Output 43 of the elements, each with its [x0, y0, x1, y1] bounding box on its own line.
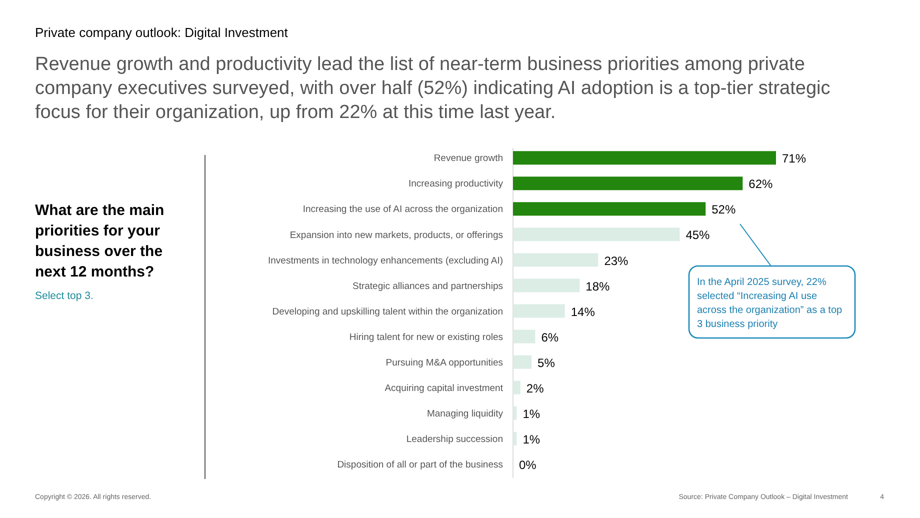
bar: [513, 151, 776, 165]
y-tick-label: Disposition of all or part of the business: [337, 459, 504, 470]
data-label: 62%: [748, 177, 774, 192]
data-label: 2%: [526, 381, 544, 396]
text: What are the main priorities for your business over the next 12 months?: [35, 202, 164, 280]
bar: [513, 432, 517, 446]
bar: [513, 406, 517, 420]
y-tick-label: Expansion into new markets, products, or offerings: [290, 230, 504, 241]
data-label: 45%: [686, 228, 710, 242]
y-tick-label: Acquiring capital investment: [384, 382, 504, 394]
y-tick-label: Increasing productivity: [408, 178, 504, 190]
y-tick-label: Pursuing M&A opportunities: [386, 357, 504, 368]
data-label: 0%: [519, 458, 537, 472]
text: Select top 3.: [35, 290, 94, 302]
bar: [513, 228, 680, 242]
y-tick-label: Developing and upskilling talent within the organization: [272, 306, 503, 318]
y-tick-label: Strategic alliances and partnerships: [352, 280, 504, 292]
bar: [513, 202, 706, 216]
data-label: 14%: [570, 304, 596, 319]
text: Private company outlook: Digital Investment: [35, 25, 288, 40]
chart-subtitle: Revenue growth and productivity lead the list of near-term business priorities among private company executives surveyed, with over half (52%) indicating AI adoption is a top-tier strategic focus for their organization, up from 22% at this time last year.: [35, 54, 830, 123]
y-tick-label: Investments in technology enhancements (excluding AI): [268, 255, 503, 266]
data-label: 1%: [522, 406, 540, 421]
y-tick-label: Leadership succession: [406, 434, 503, 445]
bar: [513, 278, 580, 292]
data-label: 18%: [586, 279, 610, 294]
data-label: 6%: [541, 330, 559, 344]
data-label: 52%: [712, 202, 736, 217]
annotation: In the April 2025 survey, 22% selected “Increasing AI use across the organization” as a top 3 business priority: [697, 277, 843, 330]
data-label: 23%: [604, 254, 629, 268]
y-tick-label: Hiring talent for new or existing roles: [349, 332, 504, 343]
bar: [513, 176, 743, 190]
y-tick-label: Managing liquidity: [426, 408, 504, 420]
bar: [513, 355, 532, 369]
bar: [513, 253, 598, 267]
data-label: 1%: [522, 432, 540, 446]
data-label: 71%: [782, 152, 806, 166]
bar: [513, 380, 520, 394]
data-label: 5%: [538, 356, 556, 370]
bar: [513, 330, 536, 344]
y-tick-label: Revenue growth: [434, 153, 503, 164]
y-tick-label: Increasing the use of AI across the organization: [302, 204, 503, 216]
bar: [513, 304, 565, 318]
